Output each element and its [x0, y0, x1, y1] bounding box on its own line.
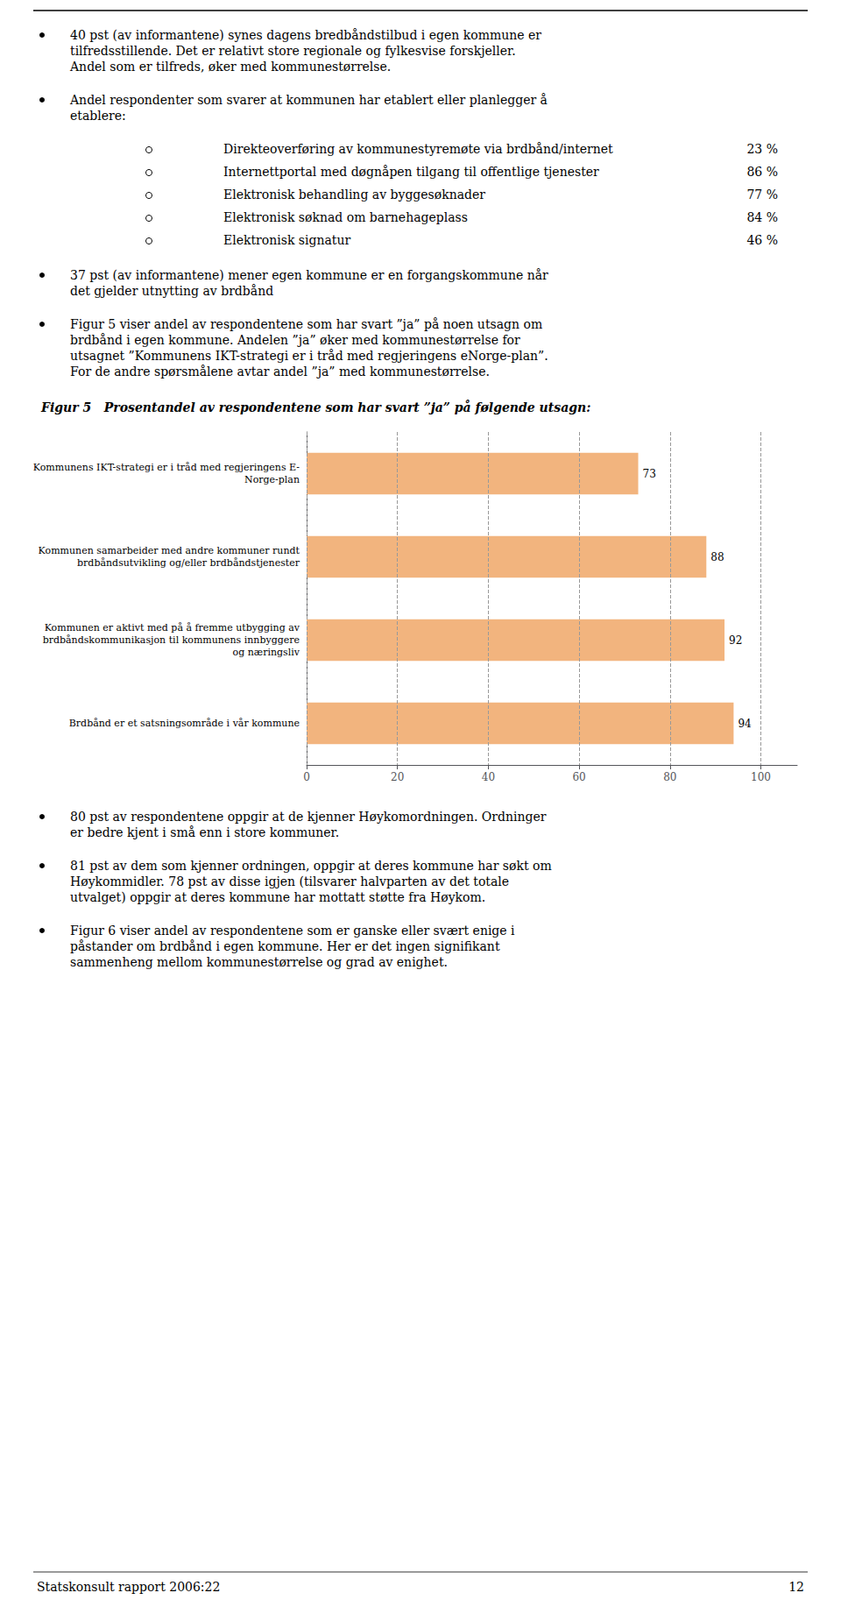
svg-text:og næringsliv: og næringsliv [233, 646, 301, 658]
svg-text:etablere:: etablere: [70, 108, 127, 123]
svg-text:81 pst av dem som kjenner ordn: 81 pst av dem som kjenner ordningen, opp… [70, 858, 552, 873]
svg-text:utvalget) oppgir at deres komm: utvalget) oppgir at deres kommune har mo… [70, 890, 486, 905]
svg-text:Figur 5 Prosentandel av resp: Figur 5 Prosentandel av respondentene so… [40, 399, 591, 415]
svg-text:brdbånd i egen kommune. Andele: brdbånd i egen kommune. Andelen ”ja” øke… [70, 332, 521, 347]
svg-text:77 %: 77 % [746, 187, 778, 202]
svg-text:sammenheng mellom kommunestørr: sammenheng mellom kommunestørrelse og gr… [70, 954, 448, 969]
svg-text:påstander om brdbånd i egen ko: påstander om brdbånd i egen kommune. Her… [70, 939, 501, 954]
svg-text:86 %: 86 % [746, 164, 778, 179]
svg-text:12: 12 [788, 1579, 805, 1594]
svg-text:Figur 6 viser andel av respond: Figur 6 viser andel av respondentene som… [70, 923, 516, 938]
svg-text:Kommunens IKT-strategi er i tr: Kommunens IKT-strategi er i tråd med reg… [33, 461, 301, 474]
svg-text:Internettportal med døgnåpen t: Internettportal med døgnåpen tilgang til… [223, 164, 600, 179]
svg-text:Elektronisk behandling av bygg: Elektronisk behandling av byggesøknader [223, 187, 486, 202]
svg-text:det gjelder utnytting av brdbå: det gjelder utnytting av brdbånd [70, 283, 274, 298]
svg-text:tilfredsstillende. Det er rela: tilfredsstillende. Det er relativt store… [70, 43, 516, 58]
svg-text:Norge-plan: Norge-plan [244, 473, 300, 486]
svg-text:Direkteoverføring av kommunest: Direkteoverføring av kommunestyremøte vi… [223, 141, 614, 156]
svg-text:Elektronisk søknad om barnehag: Elektronisk søknad om barnehageplass [223, 210, 468, 225]
svg-text:Andel respondenter som svarer: Andel respondenter som svarer at kommune… [69, 92, 548, 107]
svg-text:0: 0 [303, 770, 311, 784]
svg-text:Figur 5 viser andel av respond: Figur 5 viser andel av respondentene som… [70, 317, 543, 332]
svg-text:20: 20 [390, 770, 404, 784]
svg-text:utsagnet ”Kommunens IKT-strate: utsagnet ”Kommunens IKT-strategi er i tr… [70, 348, 549, 363]
svg-text:73: 73 [643, 467, 657, 481]
svg-text:94: 94 [737, 717, 752, 730]
svg-text:Kommunen er aktivt med på å fr: Kommunen er aktivt med på å fremme utbyg… [44, 621, 301, 634]
svg-text:37 pst (av informantene) mener: 37 pst (av informantene) mener egen komm… [70, 268, 549, 283]
svg-text:Elektronisk signatur: Elektronisk signatur [223, 233, 351, 248]
svg-text:Statskonsult rapport 2006:22: Statskonsult rapport 2006:22 [36, 1579, 220, 1594]
svg-text:Høykommidler. 78 pst av disse: Høykommidler. 78 pst av disse igjen (til… [70, 874, 509, 889]
svg-text:er bedre kjent i små enn i sto: er bedre kjent i små enn i store kommune… [70, 825, 340, 840]
svg-text:40: 40 [481, 770, 495, 784]
svg-text:46 %: 46 % [746, 233, 778, 248]
svg-text:84 %: 84 % [746, 210, 778, 225]
svg-text:40 pst (av informantene) synes: 40 pst (av informantene) synes dagens br… [70, 28, 542, 43]
svg-text:80: 80 [663, 770, 677, 784]
svg-text:92: 92 [728, 634, 743, 647]
svg-text:Kommunen samarbeider med andre: Kommunen samarbeider med andre kommuner … [38, 544, 301, 557]
svg-text:brdbåndskommunikasjon til komm: brdbåndskommunikasjon til kommunens innb… [42, 634, 300, 646]
svg-text:Andel som er tilfreds, øker me: Andel som er tilfreds, øker med kommunes… [69, 59, 391, 74]
svg-text:100: 100 [750, 770, 771, 784]
svg-text:23 %: 23 % [746, 141, 778, 156]
svg-text:For de andre spørsmålene avtar: For de andre spørsmålene avtar andel ”ja… [70, 364, 490, 379]
svg-text:80 pst av respondentene oppgir: 80 pst av respondentene oppgir at de kje… [70, 809, 547, 824]
svg-text:60: 60 [572, 770, 586, 784]
svg-text:Brdbånd er et satsningsområde: Brdbånd er et satsningsområde i vår komm… [69, 717, 300, 729]
svg-text:brdbåndsutvikling og/eller brd: brdbåndsutvikling og/eller brdbåndstjene… [77, 557, 301, 569]
svg-text:88: 88 [710, 551, 724, 564]
